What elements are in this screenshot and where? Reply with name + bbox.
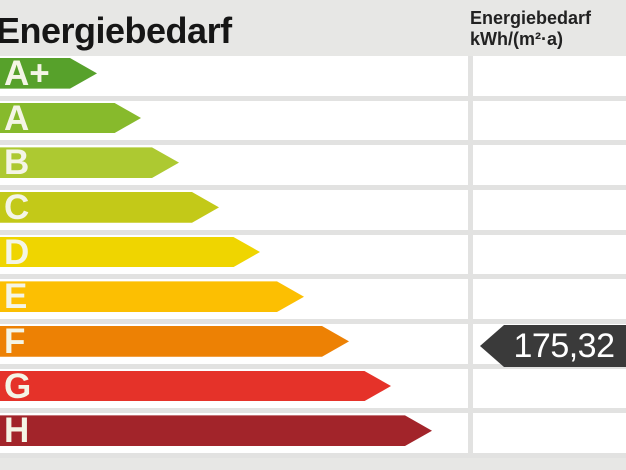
bottom-strip xyxy=(0,458,626,470)
band-letter-B: B xyxy=(4,143,30,183)
band-letter-A+: A+ xyxy=(4,53,50,93)
band-arrow-D: D xyxy=(0,237,260,268)
band-arrow-B: B xyxy=(0,147,179,178)
chart-header: Energiebedarf Energiebedarf kWh/(m²·a) xyxy=(0,0,626,56)
energy-scale: A+ A B C D E F G H xyxy=(0,56,626,459)
scale-row-H: H xyxy=(0,413,626,459)
band-arrow-C: C xyxy=(0,192,219,223)
band-letter-E: E xyxy=(4,277,28,317)
scale-row-C: C xyxy=(0,190,626,235)
unit-header: Energiebedarf kWh/(m²·a) xyxy=(470,8,626,50)
band-arrow-A: A xyxy=(0,103,141,134)
scale-row-A+: A+ xyxy=(0,56,626,101)
band-arrow-H: H xyxy=(0,415,432,446)
band-arrow-G: G xyxy=(0,371,391,402)
chart-title: Energiebedarf xyxy=(0,10,232,51)
scale-row-A: A xyxy=(0,101,626,146)
band-arrow-F: F xyxy=(0,326,349,357)
unit-header-line1: Energiebedarf xyxy=(470,8,592,28)
scale-row-D: D xyxy=(0,235,626,280)
band-letter-D: D xyxy=(4,232,30,272)
band-arrow-E: E xyxy=(0,281,304,312)
column-divider xyxy=(468,56,473,458)
band-letter-F: F xyxy=(4,321,26,361)
band-letter-G: G xyxy=(4,366,32,406)
scale-row-G: G xyxy=(0,369,626,414)
scale-row-E: E xyxy=(0,279,626,325)
band-letter-H: H xyxy=(4,411,30,451)
value-marker: 175,32 xyxy=(480,325,626,367)
band-letter-C: C xyxy=(4,187,30,227)
band-letter-A: A xyxy=(4,98,30,138)
scale-row-B: B xyxy=(0,145,626,191)
unit-header-line2: kWh/(m²·a) xyxy=(470,29,563,49)
band-arrow-A+: A+ xyxy=(0,58,97,89)
value-marker-label: 175,32 xyxy=(513,327,616,365)
